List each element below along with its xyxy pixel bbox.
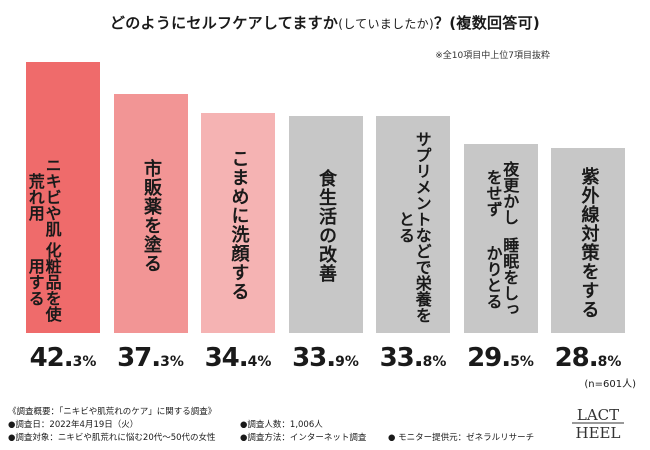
logo-line-2: HEEL bbox=[576, 424, 621, 441]
chart-title-sub: (していましたか) bbox=[338, 17, 434, 31]
bar-3 bbox=[201, 112, 275, 333]
value-label-6: 29.5% bbox=[467, 343, 534, 373]
category-label-1: ニキビや肌荒れ用 化粧品を使用する bbox=[25, 156, 62, 323]
sample-size: (n=601人) bbox=[584, 379, 636, 390]
category-label-6: 夜更かしをせず 睡眠をしっかりとる bbox=[483, 160, 520, 318]
bar-2 bbox=[113, 94, 188, 333]
selection-note: ※全10項目中上位7項目抜粋 bbox=[435, 51, 550, 61]
survey-target: ●調査対象：ニキビや肌荒れに悩む20代〜50代の女性 bbox=[8, 433, 216, 443]
survey-method: ●調査方法：インターネット調査 bbox=[240, 433, 367, 443]
bar-7 bbox=[551, 148, 625, 333]
value-label-2: 37.3% bbox=[117, 343, 184, 373]
survey-count: ●調査人数：1,006人 bbox=[240, 420, 323, 430]
survey-date: ●調査日：2022年4月19日（火） bbox=[8, 420, 139, 430]
chart-title-suffix: ？(複数回答可) bbox=[433, 14, 541, 32]
bar-6 bbox=[463, 144, 538, 333]
value-label-3: 34.4% bbox=[204, 343, 272, 373]
category-label-5: サプリメントなどで栄養をとる bbox=[396, 130, 432, 323]
bar-5 bbox=[376, 116, 450, 333]
category-label-3: こまめに洗顔する bbox=[228, 148, 250, 301]
value-label-4: 33.9% bbox=[292, 343, 359, 373]
category-label-4: 食生活の改善 bbox=[315, 169, 337, 284]
survey-monitor: ● モニター提供元：ゼネラルリサーチ bbox=[388, 433, 535, 443]
value-label-1: 42.3% bbox=[29, 343, 97, 373]
chart-title-main: どのようにセルフケアしてますか bbox=[109, 14, 339, 32]
survey-overview: 《調査概要：「ニキビや肌荒れのケア」に関する調査》 bbox=[8, 407, 217, 417]
value-label-5: 33.8% bbox=[379, 343, 447, 373]
bar-1 bbox=[26, 62, 100, 333]
chart-title: どのようにセルフケアしてますか(していましたか)？(複数回答可) bbox=[0, 12, 650, 33]
bar-4 bbox=[288, 115, 363, 333]
category-label-7: 紫外線対策をする bbox=[578, 166, 600, 319]
category-label-2: 市販薬を塗る bbox=[140, 158, 162, 273]
value-label-7: 28.8% bbox=[554, 343, 622, 373]
lact-heel-logo: LACT HEEL bbox=[572, 406, 624, 441]
logo-line-1: LACT bbox=[577, 406, 619, 424]
